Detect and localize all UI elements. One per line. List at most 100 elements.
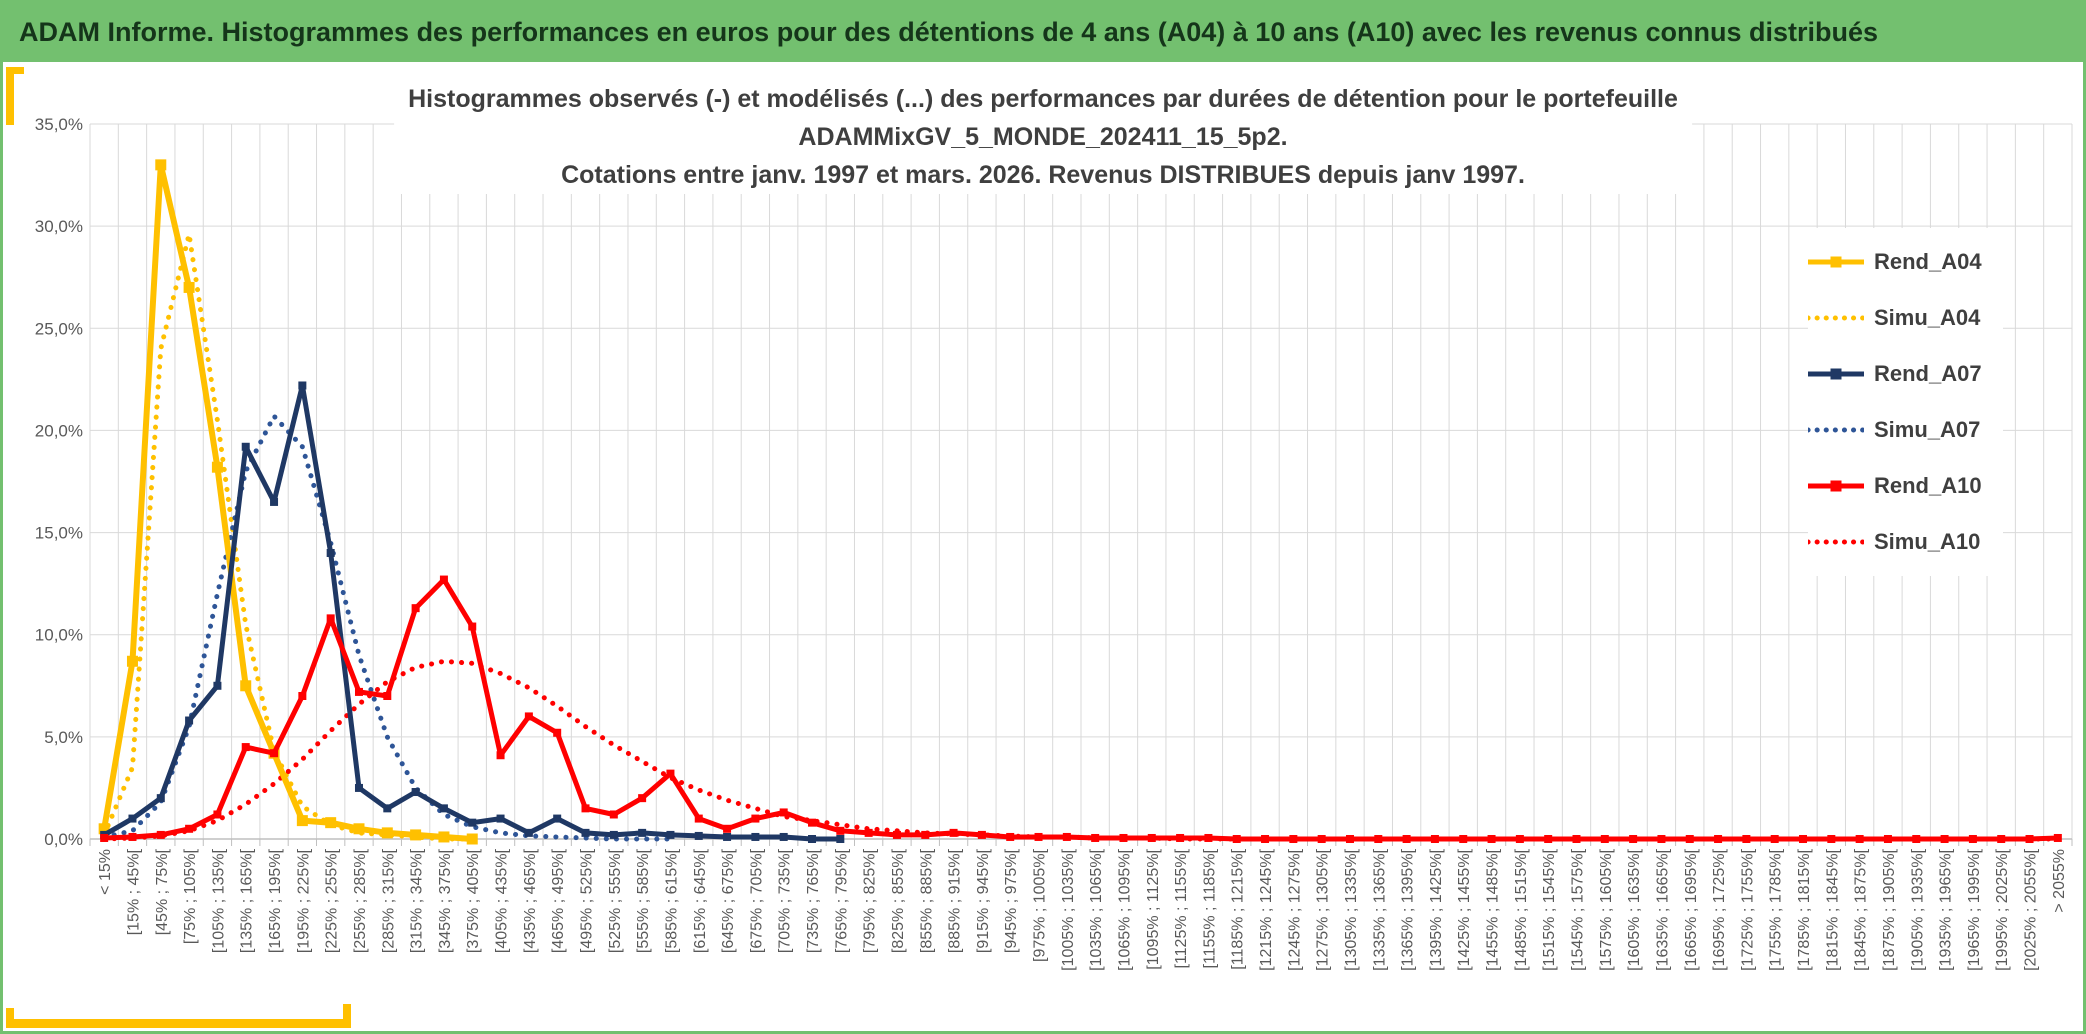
data-point-marker: [183, 281, 195, 293]
solid-line-sample-icon: [1808, 256, 1864, 268]
x-axis-label: [105% ; 135%[: [210, 848, 227, 953]
data-point-marker: [808, 818, 817, 827]
x-axis-label: [1545% ; 1575%[: [1570, 848, 1587, 970]
data-point-marker: [1289, 835, 1298, 843]
data-point-marker: [1204, 833, 1213, 842]
gold-accent-bottom-hook: [343, 1004, 351, 1028]
x-axis-label: [1815% ; 1845%[: [1824, 848, 1841, 970]
x-axis-label: [165% ; 195%[: [267, 848, 284, 953]
legend-label: Rend_A04: [1874, 249, 1982, 274]
x-axis-label: < 15%: [97, 849, 114, 895]
y-axis-labels: 0,0% 5,0% 10,0% 15,0% 20,0% 25,0% 30,0% 35,0%: [35, 115, 83, 849]
data-point-marker: [496, 751, 505, 760]
x-axis-label: [465% ; 495%[: [550, 848, 567, 953]
chart-title: Histogrammes observés (-) et modélisés (…: [394, 80, 1692, 194]
data-point-marker: [439, 804, 448, 813]
x-axis-label: [1095% ; 1125%[: [1145, 848, 1162, 969]
y-axis-label: 30,0%: [35, 217, 83, 236]
data-point-marker: [666, 830, 675, 839]
legend-entry-Rend_A10: Rend_A10: [1808, 458, 2003, 514]
dotted-line-sample-icon: [1808, 427, 1864, 433]
chart-plot: 0,0% 5,0% 10,0% 15,0% 20,0% 25,0% 30,0% 35,0% < …: [35, 115, 2073, 971]
x-axis-label: [1605% ; 1635%[: [1626, 848, 1643, 970]
data-point-marker: [241, 442, 250, 451]
data-point-marker: [949, 828, 958, 837]
y-axis-label: 35,0%: [35, 115, 83, 134]
data-point-marker: [468, 818, 477, 827]
data-point-marker: [864, 828, 873, 837]
legend-label: Rend_A07: [1874, 361, 1982, 386]
data-point-marker: [298, 381, 307, 390]
data-point-marker: [1657, 835, 1666, 843]
x-axis-label: [1845% ; 1875%[: [1853, 848, 1870, 970]
data-point-marker: [128, 832, 137, 841]
gold-accent-top-left-stub: [6, 67, 24, 74]
data-point-marker: [1034, 832, 1043, 841]
data-point-marker: [694, 831, 703, 840]
x-axis-label: [1245% ; 1275%[: [1286, 848, 1303, 970]
data-point-marker: [1572, 835, 1581, 843]
x-axis-label: [1695% ; 1725%[: [1711, 848, 1728, 970]
dotted-line-sample-icon: [1808, 539, 1864, 545]
data-point-marker: [98, 823, 110, 835]
data-point-marker: [439, 575, 448, 584]
data-point-marker: [1091, 833, 1100, 842]
x-axis-label: [1425% ; 1455%[: [1456, 848, 1473, 970]
chart-title-line-3: Cotations entre janv. 1997 et mars. 2026…: [561, 161, 1525, 189]
data-point-marker: [128, 814, 137, 823]
x-axis-label: [1755% ; 1785%[: [1768, 848, 1785, 970]
x-axis-label: [1965% ; 1995%[: [1966, 848, 1983, 970]
data-point-marker: [1544, 835, 1553, 843]
legend-label: Simu_A10: [1874, 529, 1981, 554]
chart-title-line-1: Histogrammes observés (-) et modélisés (…: [408, 85, 1678, 113]
x-axis-label: [1785% ; 1815%[: [1796, 848, 1813, 970]
x-axis-label: [975% ; 1005%[: [1032, 848, 1049, 962]
data-point-marker: [185, 824, 194, 833]
x-axis-label: [225% ; 255%[: [324, 848, 341, 953]
x-axis-label: [1575% ; 1605%[: [1598, 848, 1615, 970]
x-axis-label: [1005% ; 1035%[: [1060, 848, 1077, 970]
report-header: ADAM Informe. Histogrammes des performan…: [3, 3, 2083, 62]
x-axis-label: [1125% ; 1155%[: [1173, 848, 1190, 968]
x-axis-label: [795% ; 825%[: [862, 848, 879, 953]
data-point-marker: [609, 810, 618, 819]
data-point-marker: [325, 817, 337, 829]
data-point-marker: [156, 830, 165, 839]
data-point-marker: [977, 830, 986, 839]
data-point-marker: [779, 832, 788, 841]
x-axis-label: [1365% ; 1395%[: [1400, 848, 1417, 970]
x-axis-label: [45% ; 75%[: [154, 848, 171, 935]
x-axis-label: [1185% ; 1215%[: [1230, 848, 1247, 969]
data-point-marker: [1799, 835, 1808, 843]
data-point-marker: [1714, 835, 1723, 843]
data-point-marker: [1119, 833, 1128, 842]
data-point-marker: [1261, 835, 1270, 843]
x-axis-label: [705% ; 735%[: [777, 848, 794, 953]
data-point-marker: [1402, 835, 1411, 843]
data-point-marker: [1770, 835, 1779, 843]
x-axis-label: [1395% ; 1425%[: [1428, 848, 1445, 970]
data-point-marker: [1997, 835, 2006, 843]
x-axis-label: [1995% ; 2025%[: [1994, 848, 2011, 970]
x-axis-label: [915% ; 945%[: [975, 848, 992, 953]
x-axis-label: [15% ; 45%[: [126, 848, 143, 935]
data-point-marker: [892, 830, 901, 839]
data-point-marker: [666, 769, 675, 778]
y-axis-label: 5,0%: [44, 728, 83, 747]
data-point-marker: [2053, 833, 2062, 842]
series-Rend_A07: [100, 381, 845, 843]
data-point-marker: [638, 828, 647, 837]
legend-entry-Rend_A04: Rend_A04: [1808, 234, 2003, 290]
data-point-marker: [383, 692, 392, 700]
data-point-marker: [155, 159, 167, 171]
y-axis-label: 25,0%: [35, 319, 83, 338]
legend-entry-Simu_A07: Simu_A07: [1808, 402, 2003, 458]
x-axis-label: [945% ; 975%[: [1003, 848, 1020, 953]
data-point-marker: [410, 829, 422, 841]
x-axis-label: > 2055%: [2051, 849, 2068, 913]
y-axis-label: 0,0%: [44, 830, 83, 849]
data-point-marker: [1629, 835, 1638, 843]
x-axis-label: [525% ; 555%[: [607, 848, 624, 953]
x-axis-labels: < 15% [15% ; 45%[[45% ; 75%[[75% ; 105%[[…: [97, 848, 2068, 970]
